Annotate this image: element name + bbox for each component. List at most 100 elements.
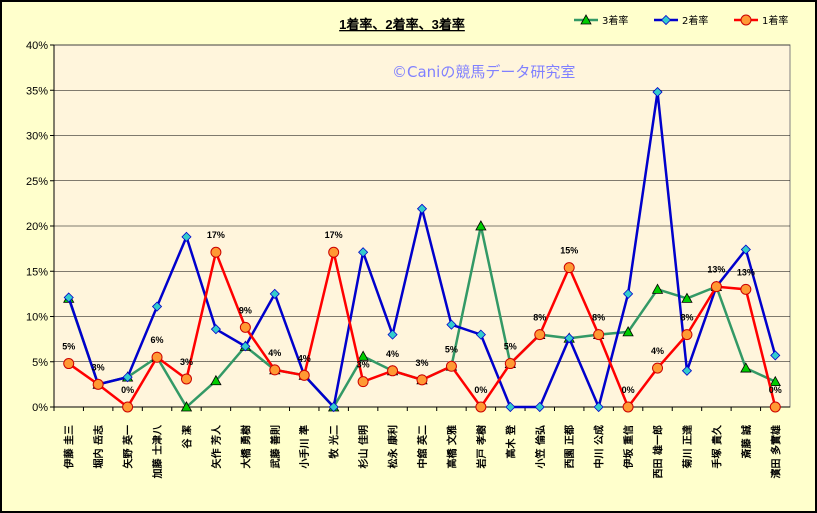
x-category-label: 谷 潔: [180, 425, 193, 448]
x-category-label: 斎藤 誠: [740, 425, 753, 458]
watermark: ©Caniの競馬データ研究室: [392, 63, 575, 81]
data-label: 3%: [357, 360, 370, 370]
data-label: 4%: [386, 349, 399, 359]
x-category-label: 松永 康利: [387, 425, 400, 468]
data-label: 0%: [474, 385, 487, 395]
data-point: [92, 378, 104, 390]
data-point: [328, 401, 339, 413]
y-tick-label: 35%: [26, 85, 48, 97]
data-label: 8%: [592, 313, 605, 323]
data-point: [563, 262, 575, 274]
data-point: [740, 362, 752, 373]
data-label: 3%: [92, 362, 105, 372]
data-point: [240, 341, 251, 352]
data-point: [180, 401, 193, 412]
x-category-label: 矢作 芳人: [210, 424, 223, 468]
x-category-label: 牧 光二: [328, 425, 341, 458]
data-point: [652, 362, 664, 374]
data-label: 3%: [415, 358, 428, 368]
x-category-label: 堀内 岳志: [92, 425, 105, 468]
data-label: 17%: [325, 230, 343, 240]
x-category-label: 菊川 正達: [681, 425, 694, 468]
legend-label: 3着率: [602, 14, 628, 27]
data-point: [564, 333, 575, 344]
data-point: [651, 283, 664, 294]
data-point: [63, 292, 74, 303]
x-axis-categories: 伊藤 圭三 堀内 岳志 矢野 英一 加藤 士津八 谷 潔 矢作 芳人 大橋 勇樹 武藤 善則 小…: [53, 407, 782, 479]
data-point: [475, 220, 487, 231]
data-point: [770, 350, 781, 361]
y-axis-ticks: 0% 5% 10% 15% 20% 25% 30% 35% 40%: [26, 40, 790, 414]
data-point: [239, 321, 251, 333]
data-label: 13%: [737, 267, 755, 277]
data-label: 17%: [207, 230, 225, 240]
series-layer: [63, 86, 781, 413]
y-tick-label: 20%: [26, 221, 48, 233]
x-category-label: 小手川 準: [298, 425, 311, 469]
x-category-label: 中舘 英二: [416, 425, 429, 468]
data-label: 5%: [445, 344, 458, 354]
data-point: [63, 358, 75, 370]
y-tick-label: 15%: [26, 266, 48, 278]
data-label: 3%: [180, 357, 193, 367]
x-category-label: 小笠 倫弘: [534, 425, 547, 469]
data-point: [681, 365, 693, 376]
data-point: [387, 329, 398, 340]
data-point: [710, 281, 722, 293]
data-point: [622, 326, 634, 337]
data-point: [357, 376, 369, 388]
data-point: [623, 288, 634, 299]
data-labels: 5% 3% 0% 6% 3% 17% 9% 4% 4% 17% 3% 4% 3% 5% 0% 5% 8% 15% 8…: [62, 230, 782, 395]
data-label: 4%: [651, 346, 664, 356]
data-point: [769, 375, 781, 387]
data-point: [328, 246, 340, 258]
data-point: [210, 324, 221, 335]
x-category-label: 西田 雄一郎: [652, 425, 665, 478]
series-3: [63, 246, 781, 413]
data-point: [151, 351, 163, 363]
data-point: [505, 401, 516, 413]
data-label: 0%: [622, 385, 635, 395]
x-category-label: 濱田 多實雄: [769, 425, 782, 478]
data-point: [122, 401, 134, 413]
data-label: 8%: [533, 313, 546, 323]
data-label: 15%: [560, 246, 578, 256]
y-tick-label: 30%: [26, 131, 48, 143]
data-point: [769, 401, 781, 413]
data-label: 5%: [504, 342, 517, 352]
data-point: [446, 319, 457, 330]
data-point: [681, 292, 693, 303]
data-point: [416, 203, 428, 214]
data-point: [681, 329, 693, 341]
data-point: [269, 288, 280, 299]
legend-marker: [660, 14, 672, 26]
x-category-label: 中川 公成: [593, 425, 606, 468]
data-label: 6%: [151, 335, 164, 345]
data-point: [445, 360, 457, 372]
legend-item: 3着率: [574, 14, 628, 27]
data-point: [475, 329, 486, 340]
data-point: [358, 247, 369, 258]
y-tick-label: 10%: [26, 312, 48, 324]
gridlines: [54, 44, 790, 363]
data-point: [622, 401, 634, 413]
x-category-label: 武藤 善則: [269, 425, 282, 468]
x-category-label: 高橋 文雅: [445, 425, 458, 468]
data-point: [504, 358, 516, 370]
data-label: 4%: [268, 348, 281, 358]
x-category-label: 西園 正都: [563, 425, 576, 468]
data-label: 5%: [62, 342, 75, 352]
x-category-label: 手塚 貴久: [710, 424, 723, 468]
data-point: [122, 372, 133, 383]
x-category-label: 矢野 英一: [122, 425, 135, 468]
data-point: [298, 369, 310, 381]
x-category-label: 岩戸 孝樹: [475, 425, 488, 469]
data-point: [740, 244, 751, 255]
y-tick-label: 40%: [26, 40, 48, 52]
data-point: [357, 350, 369, 361]
y-tick-label: 25%: [26, 176, 48, 188]
data-point: [387, 365, 399, 377]
legend-label: 1着率: [762, 14, 788, 27]
